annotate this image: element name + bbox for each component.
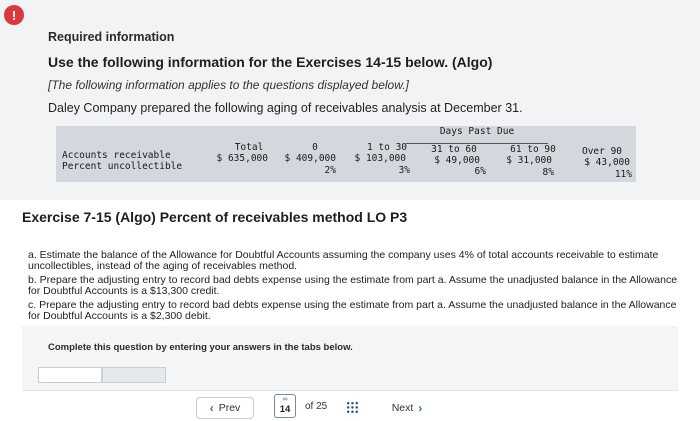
page-selector[interactable]: ∞ 14: [274, 394, 296, 418]
percent-61-to-90: 8%: [542, 167, 554, 178]
chevron-left-icon: ‹: [209, 401, 214, 415]
amount-total: $ 635,000: [216, 153, 268, 164]
part-c-text: c. Prepare the adjusting entry to record…: [28, 299, 677, 323]
column-header-1-to-30: 1 to 30: [366, 142, 408, 153]
prev-label: Prev: [218, 402, 241, 414]
required-information-panel: ! Required information Use the following…: [0, 0, 700, 200]
percent-31-to-60: 6%: [474, 166, 486, 177]
column-header-total: Total: [234, 142, 264, 153]
answer-tab-1[interactable]: [38, 367, 102, 383]
grid-view-icon[interactable]: [346, 401, 359, 414]
amount-61-to-90: $ 31,000: [506, 155, 552, 166]
days-past-due-rule: [406, 143, 548, 144]
row-label-accounts-receivable: Accounts receivable: [62, 150, 171, 161]
chevron-right-icon: ›: [418, 401, 423, 415]
aging-table: Days Past Due Accounts receivable Percen…: [56, 126, 636, 182]
amount-31-to-60: $ 49,000: [434, 155, 480, 166]
intro-text: Daley Company prepared the following agi…: [48, 101, 523, 115]
answer-tab-2[interactable]: [102, 367, 166, 383]
current-page-number: 14: [279, 404, 291, 415]
prev-button[interactable]: ‹ Prev: [196, 397, 254, 419]
next-button[interactable]: Next ›: [378, 397, 436, 419]
amount-over-90: $ 43,000: [584, 157, 630, 168]
part-a-text: a. Estimate the balance of the Allowance…: [28, 249, 659, 273]
percent-1-to-30: 3%: [398, 165, 410, 176]
amount-1-to-30: $ 103,000: [354, 153, 406, 164]
column-header-over-90: Over 90: [581, 146, 623, 157]
column-header-31-to-60: 31 to 60: [431, 144, 477, 155]
instructions-heading: Use the following information for the Ex…: [48, 54, 493, 70]
column-header-0: 0: [312, 142, 318, 153]
amount-0: $ 409,000: [284, 153, 336, 164]
percent-0: 2%: [324, 165, 336, 176]
part-b-text: b. Prepare the adjusting entry to record…: [28, 274, 678, 298]
alert-icon: !: [4, 5, 24, 25]
exercise-title: Exercise 7-15 (Algo) Percent of receivab…: [22, 209, 408, 225]
page-total: of 25: [305, 401, 328, 412]
column-header-61-to-90: 61 to 90: [510, 144, 556, 155]
required-information-title: Required information: [48, 30, 175, 44]
row-label-percent-uncollectible: Percent uncollectible: [62, 161, 183, 172]
next-label: Next: [391, 402, 414, 414]
applies-note: [The following information applies to th…: [48, 78, 409, 92]
exercise-parts: a. Estimate the balance of the Allowance…: [28, 249, 678, 325]
tabs-instruction: Complete this question by entering your …: [48, 342, 353, 353]
link-icon: ∞: [282, 396, 288, 403]
percent-over-90: 11%: [614, 169, 632, 180]
